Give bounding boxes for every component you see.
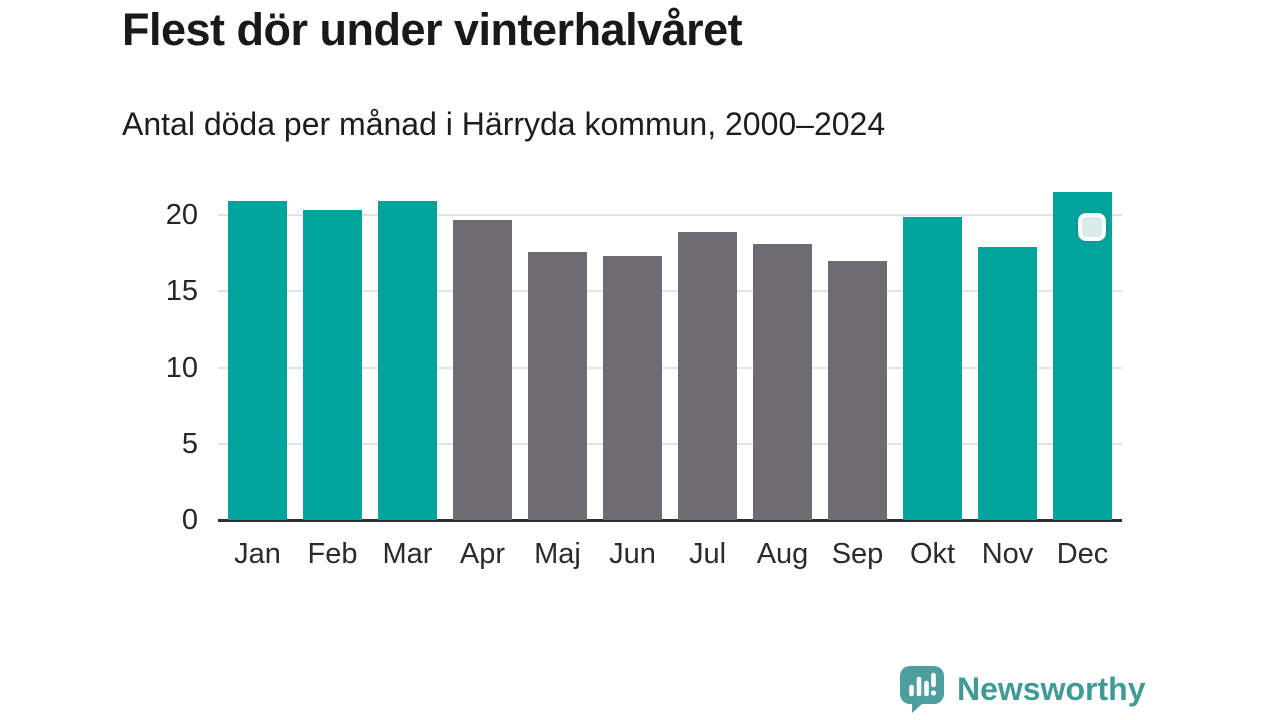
bar-okt: [903, 216, 962, 520]
y-tick-label-15: 15: [165, 275, 198, 308]
bar-jun: [603, 256, 662, 520]
bar-dec: [1053, 192, 1112, 520]
bar-mar: [378, 201, 437, 520]
bar-maj: [528, 251, 587, 520]
x-tick-label-feb: Feb: [307, 538, 358, 570]
y-tick-label-0: 0: [181, 504, 198, 536]
x-tick-label-jul: Jul: [688, 538, 727, 570]
x-axis-line: [218, 519, 1122, 522]
x-tick-label-aug: Aug: [756, 538, 809, 570]
chart-title: Flest dör under vinterhalvåret: [122, 4, 743, 55]
bar-sep: [828, 260, 887, 520]
dec-bar-marker-icon: [1078, 213, 1106, 242]
x-tick-label-maj: Maj: [534, 538, 581, 570]
x-tick-label-nov: Nov: [981, 538, 1034, 570]
chart-subtitle: Antal döda per månad i Härryda kommun, 2…: [122, 106, 886, 142]
gridline-10: [218, 366, 1122, 369]
bar-aug: [753, 243, 812, 520]
newsworthy-logo: Newsworthy: [898, 664, 1145, 714]
plot-area: [218, 184, 1122, 522]
x-tick-label-jun: Jun: [609, 538, 656, 570]
x-tick-label-sep: Sep: [831, 538, 884, 570]
y-tick-label-5: 5: [181, 427, 198, 460]
y-tick-label-20: 20: [165, 199, 198, 231]
bar-apr: [453, 219, 512, 520]
x-axis-labels: Jan Feb Mar Apr Maj Jun Jul Aug Sep Okt Nov Dec: [218, 538, 1122, 571]
newsworthy-bubble-chart-icon: [900, 666, 944, 713]
speech-bubble-shape: [900, 666, 944, 713]
bar-jan: [228, 201, 287, 520]
bar-feb: [303, 210, 362, 520]
newsworthy-wordmark: Newsworthy: [957, 670, 1146, 707]
bar-chart: [218, 184, 1122, 522]
x-tick-label-apr: Apr: [459, 538, 506, 570]
gridline-5: [218, 442, 1122, 445]
gridline-15: [218, 290, 1122, 293]
gridline-20: [218, 214, 1122, 216]
x-tick-label-okt: Okt: [909, 538, 956, 570]
y-axis: 0 5 10 15 20: [110, 184, 198, 536]
y-tick-label-10: 10: [165, 351, 198, 384]
x-tick-label-mar: Mar: [382, 538, 433, 570]
bar-nov: [978, 247, 1037, 520]
bar-jul: [678, 231, 737, 520]
x-tick-label-jan: Jan: [234, 538, 281, 570]
x-tick-label-dec: Dec: [1056, 538, 1109, 570]
